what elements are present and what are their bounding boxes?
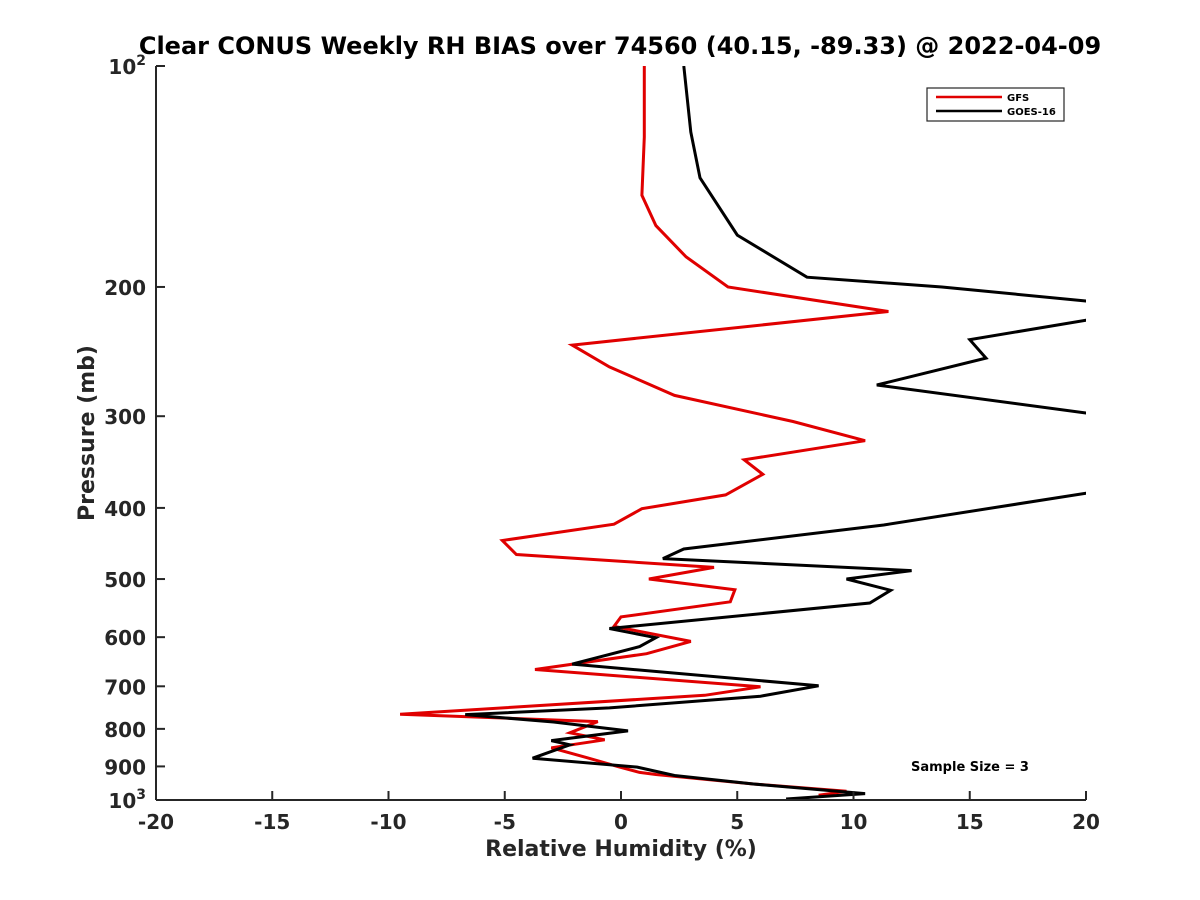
legend-label-goes16: GOES-16 [1007,107,1056,118]
legend-box [926,87,1065,122]
x-ticks: -20 -15 -10 -5 0 5 10 15 20 [138,791,1100,834]
legend-label-gfs: GFS [1007,93,1029,104]
x-tick-label: -5 [494,810,516,834]
x-tick-label: -15 [254,810,290,834]
y-tick-label: 800 [104,718,146,742]
x-tick-label: 5 [730,810,744,834]
y-axis-title: Pressure (mb) [75,345,100,521]
y-tick-label: 103 [108,787,146,813]
x-tick-label: -10 [370,810,406,834]
y-tick-label: 500 [104,568,146,592]
x-tick-label: -20 [138,810,174,834]
y-tick-label: 200 [104,276,146,300]
chart-title: Clear CONUS Weekly RH BIAS over 74560 (4… [139,32,1101,60]
x-tick-label: 15 [956,810,984,834]
series-layer [400,66,1086,800]
y-tick-label: 700 [104,675,146,699]
series-line-goes-16 [465,66,1086,800]
x-tick-label: 0 [614,810,628,834]
y-tick-label: 600 [104,626,146,650]
plot-area: -20 -15 -10 -5 0 5 10 15 20 102 200 300 400 500 600 70… [104,53,1100,834]
y-tick-label: 102 [108,53,146,79]
legend: GFS GOES-16 [926,87,1065,122]
sample-size-annotation: Sample Size = 3 [911,760,1029,775]
y-tick-label: 400 [104,497,146,521]
y-tick-label: 900 [104,755,146,779]
x-axis-title: Relative Humidity (%) [485,837,757,862]
x-tick-label: 20 [1072,810,1100,834]
x-tick-label: 10 [840,810,868,834]
y-ticks: 102 200 300 400 500 600 700 800 900 103 [104,53,165,813]
y-tick-label: 300 [104,405,146,429]
